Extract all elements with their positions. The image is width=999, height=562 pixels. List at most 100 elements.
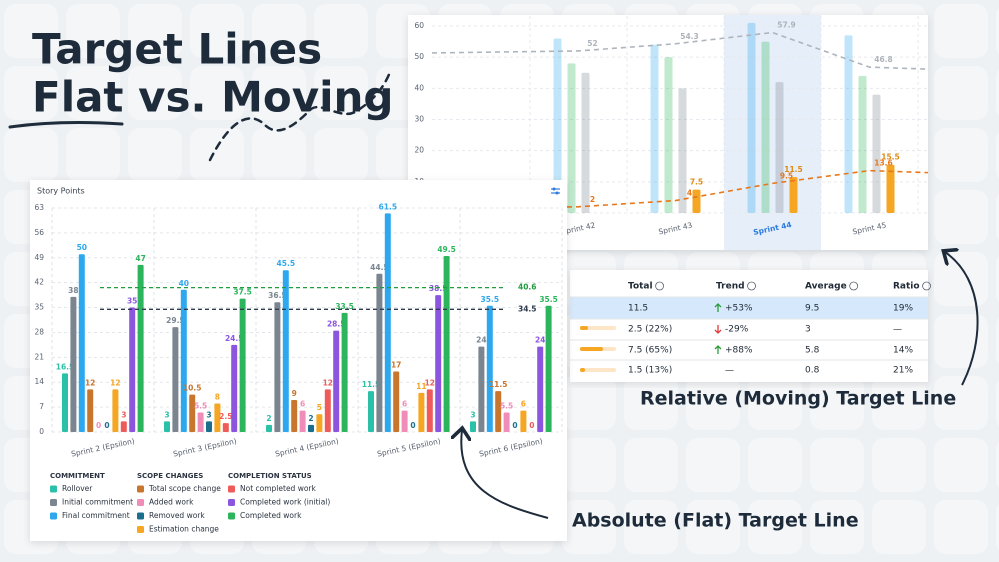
legend-label: Completed work (initial) <box>240 498 330 507</box>
target-label: 40.6 <box>518 283 537 292</box>
table-cell: +88% <box>725 346 753 356</box>
mini-bar-track <box>580 368 616 372</box>
table-cell: 3 <box>805 325 811 335</box>
mini-bar <box>580 368 585 372</box>
y-tick-label: 63 <box>34 203 44 212</box>
data-label: 7.5 <box>690 178 703 187</box>
table-cell: — <box>725 366 734 376</box>
trend-up <box>714 303 722 312</box>
data-label: 46.8 <box>874 55 893 64</box>
bar <box>87 389 94 432</box>
legend-label: Completed work <box>240 511 302 520</box>
decor-swirl <box>208 70 392 162</box>
data-label: 61.5 <box>379 202 398 211</box>
bar <box>112 389 119 432</box>
bar <box>291 400 298 432</box>
data-label: 11.5 <box>489 380 508 389</box>
table-cell: 1.5 (13%) <box>628 366 672 376</box>
data-label: 6 <box>300 400 305 409</box>
bar <box>470 421 476 432</box>
mini-bar <box>580 326 588 330</box>
data-label: 38.5 <box>429 284 448 293</box>
bar <box>503 412 510 432</box>
y-tick-label: 0 <box>39 427 44 436</box>
target-label: 34.5 <box>518 304 537 313</box>
bar <box>858 75 867 213</box>
data-label: 9 <box>292 389 297 398</box>
bar <box>775 82 784 213</box>
bar <box>545 305 552 432</box>
data-label: 12 <box>110 378 120 387</box>
legend-swatch <box>50 512 57 520</box>
bar <box>214 403 221 432</box>
data-label: 37.5 <box>233 288 252 297</box>
bar <box>266 424 272 432</box>
panel <box>570 270 928 382</box>
bar <box>308 424 314 432</box>
table-cell: +53% <box>725 304 753 314</box>
bar <box>426 389 433 432</box>
bar <box>401 410 408 432</box>
data-label: 35 <box>127 297 137 306</box>
data-label: 5 <box>317 403 322 412</box>
legend-label: Added work <box>149 498 194 507</box>
data-label: 24.5 <box>225 334 244 343</box>
column-header: Total <box>628 282 653 292</box>
bar <box>384 213 391 432</box>
callout-arrow <box>945 252 979 386</box>
y-tick-label: 40 <box>414 83 424 92</box>
legend-swatch <box>228 512 235 520</box>
data-label: 0 <box>410 421 415 430</box>
bar <box>78 254 85 432</box>
data-label: 52 <box>587 39 597 48</box>
table-cell: 0.8 <box>805 366 820 376</box>
bar <box>537 346 544 432</box>
legend-label: Estimation change <box>149 525 219 534</box>
legend-label: Removed work <box>149 511 205 520</box>
panel <box>30 180 567 541</box>
data-label: 0 <box>529 421 534 430</box>
legend-swatch <box>137 485 144 493</box>
data-label: 5.5 <box>500 401 513 410</box>
bar <box>486 305 493 432</box>
y-tick-label: 21 <box>34 352 44 361</box>
data-label: 11.5 <box>362 380 381 389</box>
legend-swatch <box>137 526 144 533</box>
trend-down <box>714 325 722 334</box>
trend-up <box>714 345 722 354</box>
legend-swatch <box>50 485 57 493</box>
callout: Relative (Moving) Target Line <box>640 388 956 410</box>
bar <box>197 412 204 432</box>
bar <box>376 273 383 432</box>
y-tick-label: 14 <box>34 377 44 386</box>
bar <box>435 295 442 432</box>
bar <box>333 330 340 432</box>
legend-label: Not completed work <box>240 484 317 493</box>
bar <box>789 177 798 213</box>
data-label: 3 <box>164 410 169 419</box>
data-label: 12 <box>85 378 95 387</box>
bar <box>222 423 229 432</box>
data-label: 8 <box>215 393 220 402</box>
y-axis-title: Story Points <box>37 187 85 196</box>
y-tick-label: 56 <box>34 228 44 237</box>
legend-label: Rollover <box>62 484 93 493</box>
table-cell: 2.5 (22%) <box>628 325 672 335</box>
target-line <box>431 31 928 70</box>
data-label: 9.5 <box>780 171 793 180</box>
data-label: 47 <box>135 254 145 263</box>
data-label: 45.5 <box>277 259 296 268</box>
underline <box>8 121 124 129</box>
table-cell: 19% <box>893 304 913 314</box>
bar <box>581 72 590 213</box>
data-label: 29.5 <box>166 316 185 325</box>
data-label: 2 <box>590 195 595 204</box>
info-icon <box>849 281 859 291</box>
data-label: 11.5 <box>784 165 803 174</box>
legend-heading: SCOPE CHANGES <box>137 472 203 480</box>
filter-icon[interactable] <box>551 187 560 195</box>
bar <box>120 421 127 432</box>
